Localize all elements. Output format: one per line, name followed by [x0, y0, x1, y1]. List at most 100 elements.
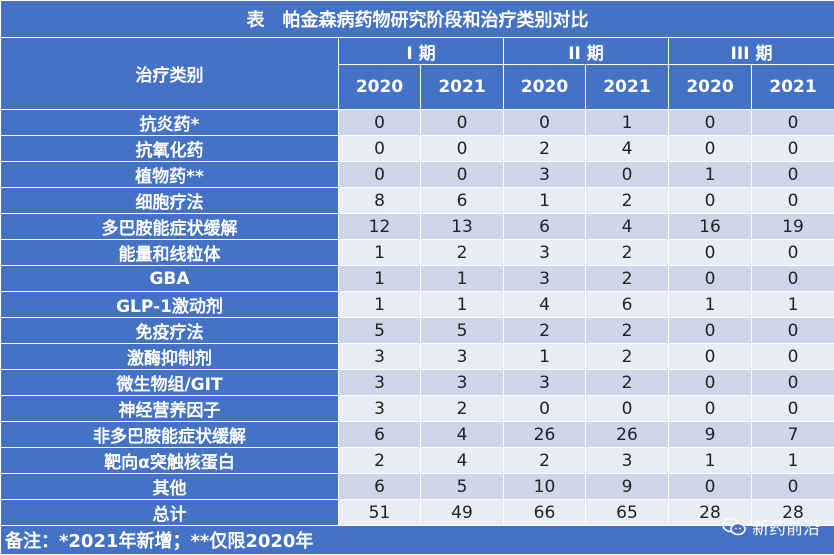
value-cell: 3 — [504, 370, 586, 396]
value-cell: 1 — [504, 344, 586, 370]
value-cell: 5 — [421, 474, 504, 500]
value-cell: 1 — [339, 292, 421, 318]
value-cell: 0 — [752, 370, 834, 396]
category-cell: 非多巴胺能症状缓解 — [1, 422, 339, 448]
value-cell: 4 — [504, 292, 586, 318]
value-cell: 49 — [421, 500, 504, 526]
value-cell: 0 — [669, 188, 752, 214]
value-cell: 1 — [752, 292, 834, 318]
value-cell: 0 — [752, 266, 834, 292]
category-cell: 微生物组/GIT — [1, 370, 339, 396]
value-cell: 0 — [504, 396, 586, 422]
value-cell: 9 — [586, 474, 669, 500]
value-cell: 0 — [752, 344, 834, 370]
value-cell: 1 — [421, 292, 504, 318]
category-cell: 植物药** — [1, 162, 339, 188]
category-cell: GLP-1激动剂 — [1, 292, 339, 318]
category-cell: 总计 — [1, 500, 339, 526]
value-cell: 6 — [339, 474, 421, 500]
value-cell: 0 — [421, 136, 504, 162]
value-cell: 19 — [752, 214, 834, 240]
category-cell: 其他 — [1, 474, 339, 500]
category-cell: GBA — [1, 266, 339, 292]
category-cell: 多巴胺能症状缓解 — [1, 214, 339, 240]
value-cell: 66 — [504, 500, 586, 526]
value-cell: 3 — [339, 370, 421, 396]
category-header: 治疗类别 — [1, 38, 339, 110]
value-cell: 2 — [586, 266, 669, 292]
year-header: 2020 — [339, 65, 421, 110]
value-cell: 0 — [421, 162, 504, 188]
value-cell: 8 — [339, 188, 421, 214]
value-cell: 6 — [339, 422, 421, 448]
value-cell: 16 — [669, 214, 752, 240]
value-cell: 0 — [669, 240, 752, 266]
value-cell: 9 — [669, 422, 752, 448]
value-cell: 0 — [504, 110, 586, 136]
value-cell: 1 — [339, 240, 421, 266]
value-cell: 3 — [339, 344, 421, 370]
category-cell: 抗氧化药 — [1, 136, 339, 162]
value-cell: 0 — [586, 396, 669, 422]
value-cell: 0 — [586, 162, 669, 188]
value-cell: 10 — [504, 474, 586, 500]
value-cell: 2 — [339, 448, 421, 474]
value-cell: 26 — [504, 422, 586, 448]
value-cell: 5 — [421, 318, 504, 344]
value-cell: 2 — [586, 240, 669, 266]
value-cell: 0 — [752, 474, 834, 500]
category-cell: 细胞疗法 — [1, 188, 339, 214]
value-cell: 0 — [752, 240, 834, 266]
value-cell: 1 — [669, 448, 752, 474]
value-cell: 0 — [669, 370, 752, 396]
value-cell: 26 — [586, 422, 669, 448]
value-cell: 2 — [586, 344, 669, 370]
category-cell: 激酶抑制剂 — [1, 344, 339, 370]
value-cell: 0 — [669, 266, 752, 292]
value-cell: 3 — [504, 162, 586, 188]
value-cell: 65 — [586, 500, 669, 526]
value-cell: 0 — [339, 136, 421, 162]
year-header: 2021 — [421, 65, 504, 110]
value-cell: 1 — [752, 448, 834, 474]
value-cell: 0 — [752, 162, 834, 188]
value-cell: 4 — [421, 448, 504, 474]
value-cell: 1 — [669, 162, 752, 188]
value-cell: 0 — [669, 344, 752, 370]
value-cell: 3 — [504, 240, 586, 266]
value-cell: 3 — [586, 448, 669, 474]
value-cell: 0 — [669, 474, 752, 500]
value-cell: 1 — [339, 266, 421, 292]
value-cell: 6 — [504, 214, 586, 240]
value-cell: 1 — [669, 292, 752, 318]
value-cell: 2 — [421, 240, 504, 266]
value-cell: 6 — [421, 188, 504, 214]
value-cell: 0 — [752, 188, 834, 214]
category-cell: 免疫疗法 — [1, 318, 339, 344]
value-cell: 28 — [669, 500, 752, 526]
year-header: 2020 — [504, 65, 586, 110]
value-cell: 4 — [586, 214, 669, 240]
value-cell: 0 — [752, 396, 834, 422]
phase-1-header: I 期 — [339, 38, 504, 65]
value-cell: 28 — [752, 500, 834, 526]
category-cell: 抗炎药* — [1, 110, 339, 136]
value-cell: 4 — [586, 136, 669, 162]
value-cell: 0 — [669, 136, 752, 162]
year-header: 2021 — [586, 65, 669, 110]
value-cell: 1 — [586, 110, 669, 136]
value-cell: 3 — [504, 266, 586, 292]
value-cell: 2 — [504, 448, 586, 474]
